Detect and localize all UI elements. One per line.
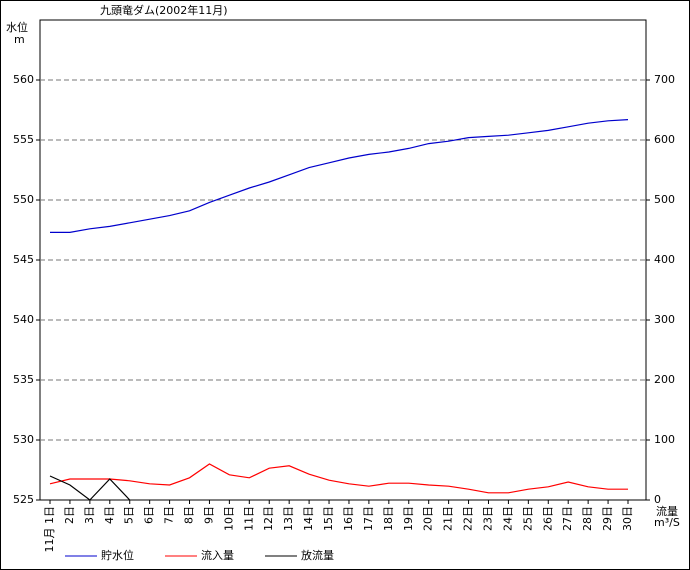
y-tick-label: 535 [13, 373, 34, 386]
x-tick-label: 11月 1日 [43, 506, 56, 553]
y-tick-label: 555 [13, 133, 34, 146]
x-tick-label: 28日 [581, 506, 594, 531]
x-tick-label: 23日 [481, 506, 494, 531]
y-tick-label: 540 [13, 313, 34, 326]
x-tick-label: 7日 [163, 506, 176, 524]
y-tick-label: 545 [13, 253, 34, 266]
x-tick-label: 16日 [342, 506, 355, 531]
x-tick-label: 20日 [422, 506, 435, 531]
y-tick-label: 550 [13, 193, 34, 206]
series-line [49, 475, 131, 501]
y-label: 水位 [6, 20, 28, 34]
x-tick-label: 15日 [322, 506, 335, 531]
x-tick-label: 4日 [103, 506, 116, 524]
chart-title: 九頭竜ダム(2002年11月) [100, 3, 228, 17]
y2-tick-label: 300 [654, 313, 675, 326]
x-tick-label: 19日 [402, 506, 415, 531]
x-tick-label: 12日 [262, 506, 275, 531]
series-line [50, 119, 629, 233]
y2-tick-label: 400 [654, 253, 675, 266]
x-tick-label: 11日 [242, 506, 255, 531]
x-tick-label: 14日 [302, 506, 315, 531]
y2-unit: m³/S [654, 516, 680, 529]
legend-label: 貯水位 [101, 548, 134, 562]
x-tick-label: 27日 [561, 506, 574, 531]
x-tick-label: 22日 [462, 506, 475, 531]
x-tick-label: 30日 [621, 506, 634, 531]
x-tick-label: 8日 [183, 506, 196, 524]
y2-tick-label: 0 [654, 493, 661, 506]
x-tick-label: 9日 [202, 506, 215, 524]
y2-tick-label: 600 [654, 133, 675, 146]
y2-tick-label: 100 [654, 433, 675, 446]
x-tick-label: 3日 [83, 506, 96, 524]
y-tick-label: 525 [13, 493, 34, 506]
x-tick-label: 6日 [143, 506, 156, 524]
y2-label: 流量 [656, 504, 678, 518]
y2-tick-label: 700 [654, 73, 675, 86]
x-tick-label: 13日 [282, 506, 295, 531]
x-tick-label: 26日 [541, 506, 554, 531]
x-tick-label: 2日 [63, 506, 76, 524]
x-tick-label: 29日 [601, 506, 614, 531]
x-tick-label: 18日 [382, 506, 395, 531]
legend-label: 流入量 [201, 548, 234, 562]
series-line [49, 463, 628, 494]
y-tick-label: 530 [13, 433, 34, 446]
y2-tick-label: 200 [654, 373, 675, 386]
y-unit: m [14, 33, 25, 46]
x-tick-label: 25日 [521, 506, 534, 531]
legend-label: 放流量 [301, 548, 334, 562]
x-tick-label: 10日 [222, 506, 235, 531]
x-tick-label: 24日 [501, 506, 514, 531]
y2-tick-label: 500 [654, 193, 675, 206]
x-tick-label: 5日 [123, 506, 136, 524]
x-tick-label: 21日 [442, 506, 455, 531]
x-tick-label: 17日 [362, 506, 375, 531]
y-tick-label: 560 [13, 73, 34, 86]
